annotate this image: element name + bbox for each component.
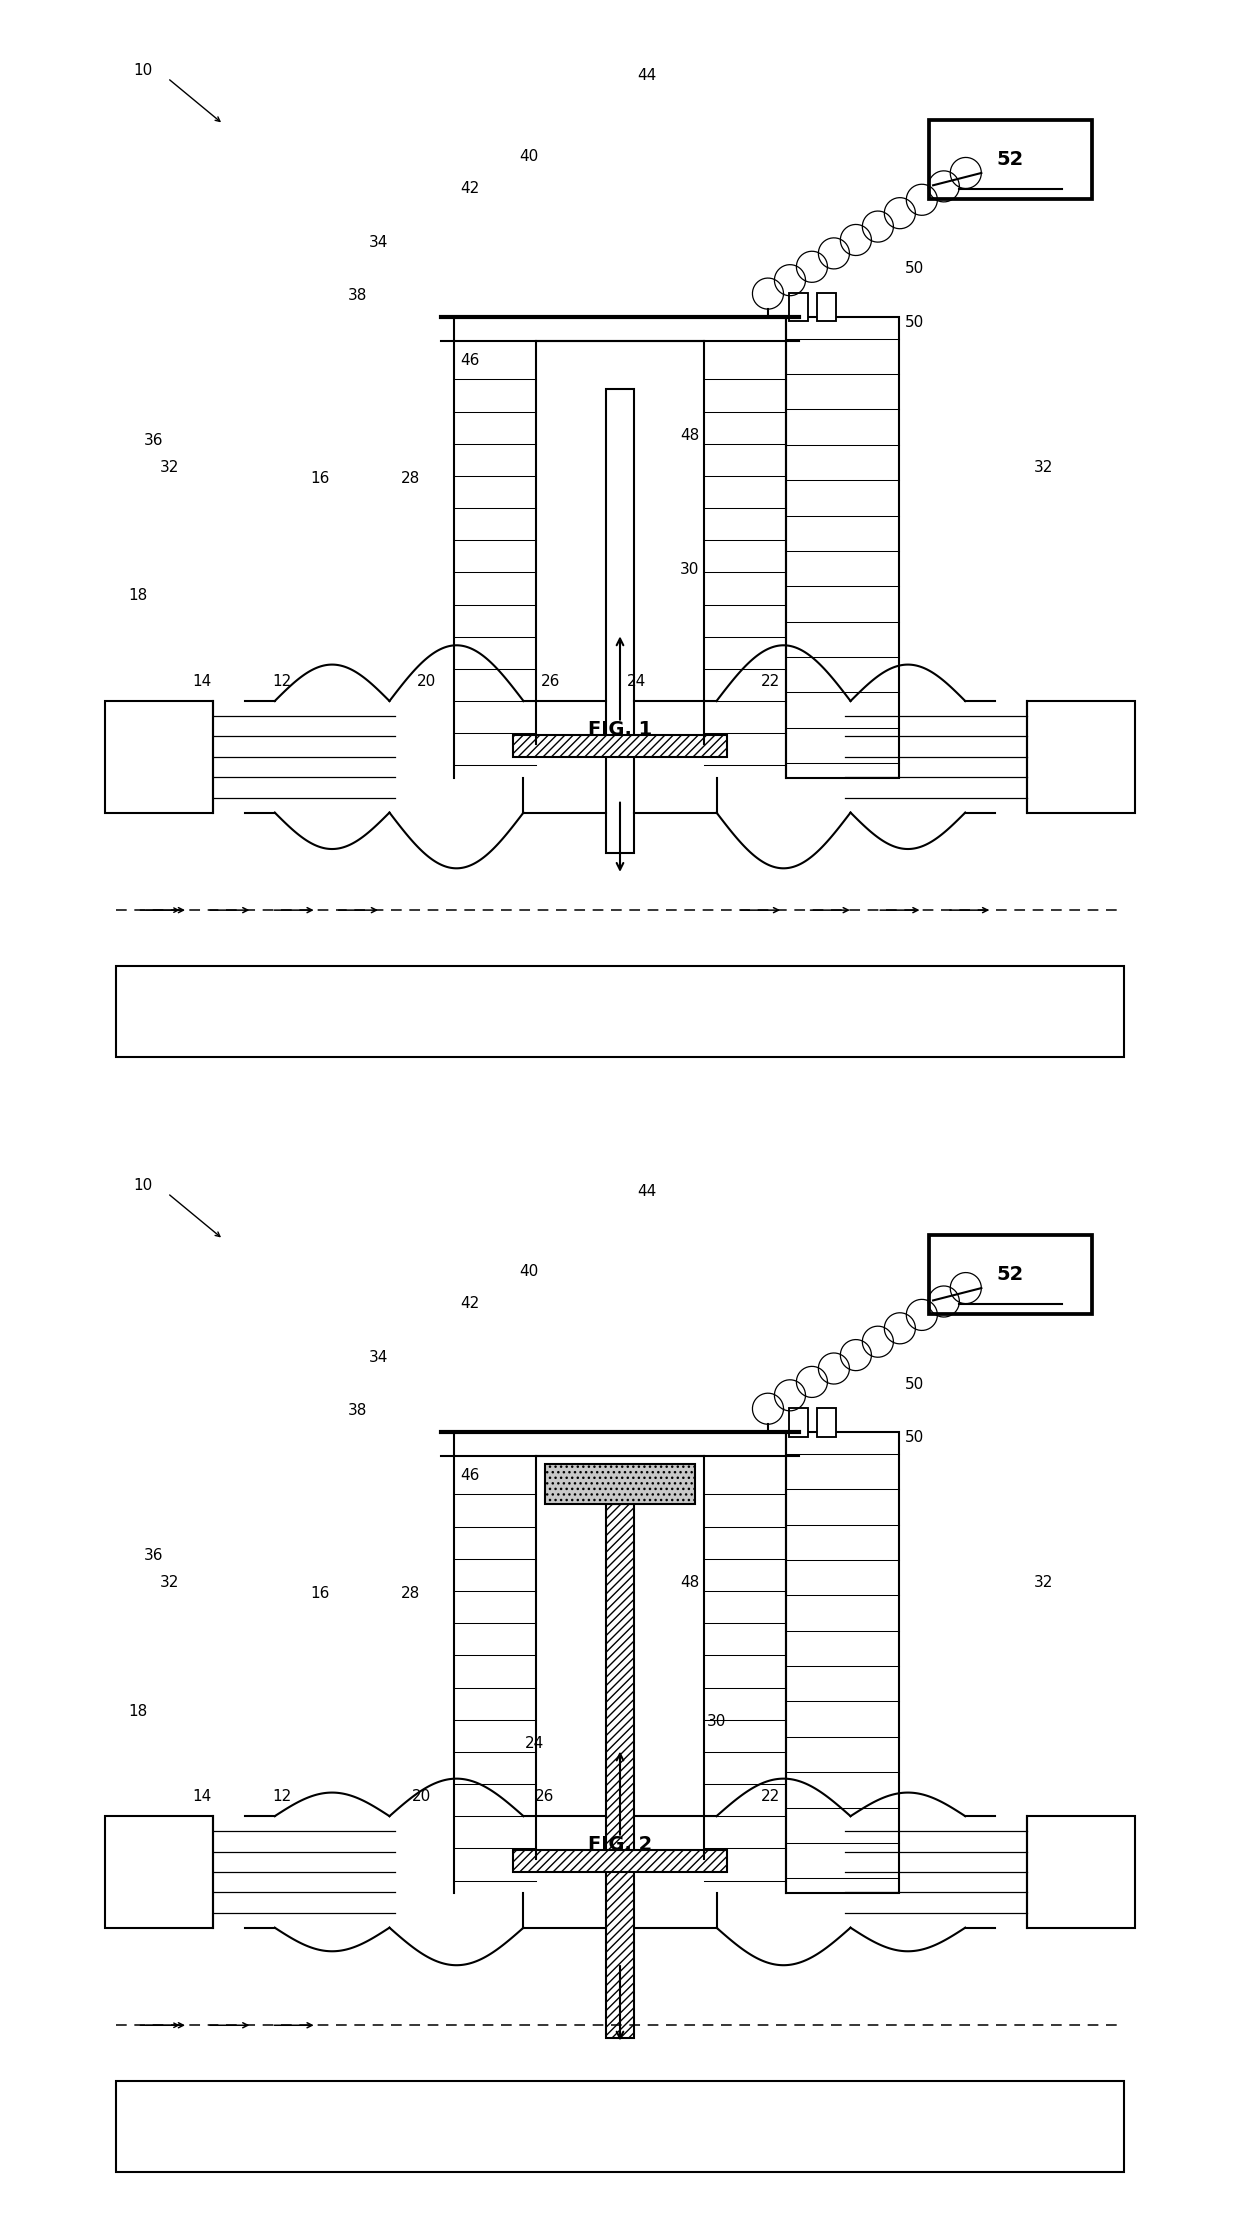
Text: 42: 42 [460, 1297, 480, 1310]
Text: 50: 50 [905, 261, 925, 277]
Bar [513, 734, 727, 757]
Text: 46: 46 [460, 353, 480, 368]
Bar [786, 317, 899, 779]
Text: 48: 48 [680, 429, 699, 442]
Text: 12: 12 [273, 1790, 291, 1803]
Text: 16: 16 [310, 471, 330, 487]
Text: 44: 44 [637, 1183, 656, 1199]
Text: 38: 38 [347, 288, 367, 304]
Text: 36: 36 [144, 1549, 164, 1562]
Text: 22: 22 [760, 674, 780, 690]
Text: 32: 32 [1034, 460, 1053, 475]
Text: 42: 42 [460, 181, 480, 196]
Text: 40: 40 [520, 1263, 538, 1279]
Text: 20: 20 [418, 674, 436, 690]
Text: 38: 38 [347, 1404, 367, 1417]
Text: 40: 40 [520, 150, 538, 163]
Bar [544, 1464, 696, 1504]
Text: 22: 22 [760, 1790, 780, 1803]
Text: 50: 50 [905, 315, 925, 330]
Text: 30: 30 [707, 1714, 727, 1730]
Text: 26: 26 [536, 1790, 554, 1803]
Text: FIG. 2: FIG. 2 [588, 1835, 652, 1855]
Bar [790, 1408, 807, 1437]
Bar [606, 1504, 634, 2038]
Bar [513, 1850, 727, 1873]
Bar [117, 2080, 1123, 2172]
Text: 48: 48 [680, 1576, 699, 1589]
Text: 50: 50 [905, 1377, 925, 1391]
Text: 52: 52 [997, 150, 1024, 170]
Bar [606, 388, 634, 853]
Bar [817, 292, 836, 321]
Text: 10: 10 [133, 62, 153, 78]
Bar [929, 1234, 1091, 1315]
Bar [1028, 701, 1135, 812]
Text: 30: 30 [680, 562, 699, 576]
Bar [790, 292, 807, 321]
Text: 32: 32 [160, 1576, 180, 1589]
Text: 34: 34 [370, 1350, 388, 1364]
Text: 14: 14 [192, 674, 212, 690]
Bar [786, 1433, 899, 1893]
Text: 50: 50 [905, 1431, 925, 1444]
Bar [1028, 1817, 1135, 1928]
Text: 36: 36 [144, 433, 164, 449]
Bar [105, 701, 212, 812]
Text: 16: 16 [310, 1585, 330, 1600]
Bar [117, 966, 1123, 1058]
Text: 32: 32 [160, 460, 180, 475]
Text: 44: 44 [637, 69, 656, 83]
Text: 46: 46 [460, 1469, 480, 1482]
Text: 14: 14 [192, 1790, 212, 1803]
Text: 28: 28 [402, 471, 420, 487]
Text: 18: 18 [128, 1703, 148, 1719]
Bar [929, 121, 1091, 199]
Text: FIG. 1: FIG. 1 [588, 721, 652, 739]
Text: 52: 52 [997, 1266, 1024, 1283]
Text: 10: 10 [133, 1178, 153, 1194]
Text: 20: 20 [412, 1790, 432, 1803]
Text: 24: 24 [626, 674, 646, 690]
Text: 18: 18 [128, 589, 148, 603]
Text: 26: 26 [541, 674, 560, 690]
Text: 32: 32 [1034, 1576, 1053, 1589]
Text: 12: 12 [273, 674, 291, 690]
Text: 24: 24 [525, 1736, 544, 1750]
Text: 34: 34 [370, 234, 388, 250]
Bar [817, 1408, 836, 1437]
Bar [105, 1817, 212, 1928]
Text: 28: 28 [402, 1585, 420, 1600]
